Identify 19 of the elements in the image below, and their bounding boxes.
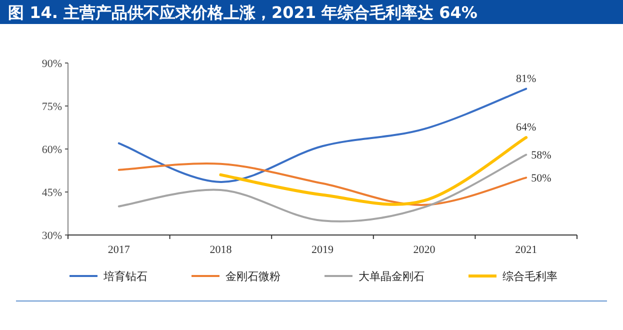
x-tick-label: 2020 — [413, 244, 436, 256]
x-tick-label: 2021 — [515, 244, 538, 256]
legend-label: 大单晶金刚石 — [358, 270, 424, 283]
data-label: 64% — [516, 122, 536, 134]
y-tick-label: 90% — [42, 58, 62, 70]
y-tick-label: 30% — [42, 230, 62, 242]
data-label: 58% — [531, 150, 552, 162]
data-label: 50% — [531, 172, 552, 185]
legend-label: 培育钻石 — [102, 270, 148, 283]
x-tick-label: 2017 — [108, 244, 130, 256]
y-tick-label: 45% — [42, 187, 62, 199]
legend-label: 金刚石微粉 — [226, 271, 280, 283]
x-tick-label: 2018 — [210, 244, 232, 256]
legend-label: 综合毛利率 — [502, 270, 558, 283]
y-tick-label: 60% — [42, 144, 62, 156]
data-label: 81% — [516, 72, 536, 85]
chart-title: 图 14. 主营产品供不应求价格上涨，2021 年综合毛利率达 64% — [8, 3, 478, 22]
y-tick-label: 75% — [42, 101, 62, 113]
x-tick-label: 2019 — [312, 244, 334, 256]
